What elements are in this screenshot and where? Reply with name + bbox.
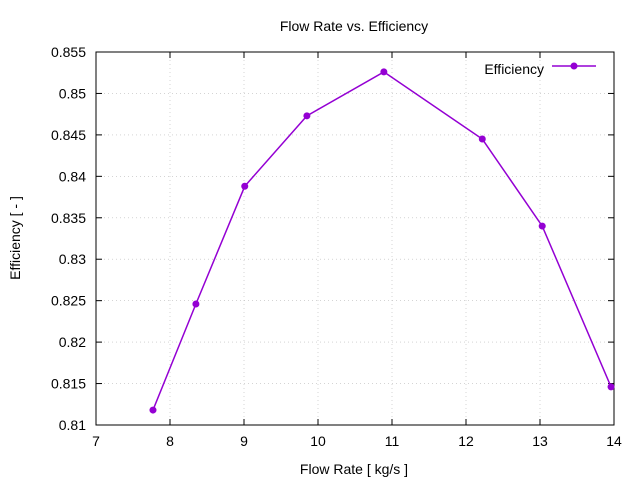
- series-line: [152, 71, 612, 411]
- data-point: [149, 406, 157, 414]
- data-point: [538, 222, 546, 230]
- y-tick-label: 0.825: [51, 293, 86, 309]
- x-tick-label: 8: [166, 433, 174, 449]
- x-tick-label: 11: [385, 433, 400, 449]
- data-point: [192, 300, 200, 308]
- data-point: [478, 135, 486, 143]
- y-tick-label: 0.83: [59, 251, 86, 267]
- legend-label: Efficiency: [484, 61, 544, 77]
- data-point: [303, 112, 311, 120]
- y-tick-label: 0.815: [51, 376, 86, 392]
- y-tick-label: 0.845: [51, 127, 86, 143]
- x-tick-label: 10: [310, 433, 326, 449]
- series: [149, 68, 615, 414]
- x-axis-label: Flow Rate [ kg/s ]: [300, 461, 408, 477]
- y-tick-label: 0.81: [59, 417, 86, 433]
- chart-title: Flow Rate vs. Efficiency: [280, 18, 428, 34]
- x-tick-label: 12: [458, 433, 474, 449]
- y-axis-label: Efficiency [ - ]: [7, 196, 23, 280]
- x-tick-label: 9: [240, 433, 248, 449]
- y-tick-label: 0.82: [59, 334, 86, 350]
- y-tick-label: 0.84: [59, 168, 86, 184]
- x-tick-label: 7: [92, 433, 100, 449]
- data-point: [607, 383, 615, 391]
- x-tick-label: 14: [606, 433, 622, 449]
- data-point: [380, 68, 388, 76]
- grid: [96, 52, 614, 425]
- plot-frame: [95, 51, 615, 426]
- legend-marker: [570, 62, 578, 70]
- y-tick-label: 0.85: [59, 85, 86, 101]
- y-tick-label: 0.855: [51, 44, 86, 60]
- y-tick-label: 0.835: [51, 210, 86, 226]
- legend: Efficiency: [484, 61, 596, 77]
- data-point: [241, 182, 249, 190]
- ticks: 7 8 9 10 11 12 13 14 0.81 0.815 0.82 0.825 0.83 0.835…: [51, 44, 622, 449]
- x-tick-label: 13: [532, 433, 548, 449]
